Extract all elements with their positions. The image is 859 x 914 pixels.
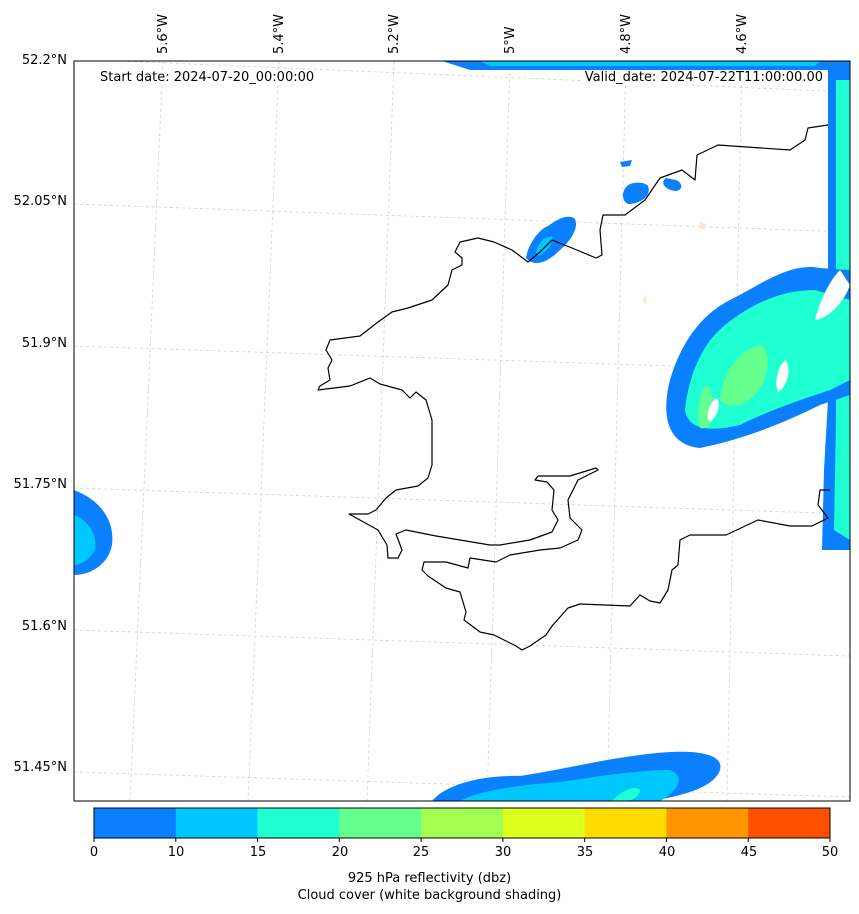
lon-label-5.4: 5.4°W (272, 13, 287, 54)
colorbar-tick: 10 (167, 845, 185, 860)
colorbar-segment (748, 808, 831, 838)
colorbar-label: 925 hPa reflectivity (dbz) (347, 871, 512, 886)
valid-date-text: Valid_date: 2024-07-22T11:00:00.00 (582, 70, 825, 85)
coastline (317, 124, 830, 651)
lat-label-52.2: 52.2°N (21, 53, 67, 68)
colorbar-segment (175, 808, 259, 838)
colorbar-segment (584, 808, 667, 838)
colorbar-tick: 15 (249, 845, 267, 860)
lat-label-51.6: 51.6°N (21, 619, 67, 634)
lon-label-5: 5°W (503, 26, 518, 54)
colorbar-segment (339, 808, 422, 838)
colorbar-sublabel: Cloud cover (white background shading) (297, 888, 562, 903)
lat-label-51.45: 51.45°N (13, 760, 67, 775)
lon-label-5.2: 5.2°W (387, 13, 402, 54)
lat-label-51.9: 51.9°N (21, 336, 67, 351)
lat-label-51.75: 51.75°N (13, 477, 67, 492)
colorbar-tick: 30 (494, 845, 512, 860)
colorbar-segment (666, 808, 749, 838)
start-date-text: Start date: 2024-07-20_00:00:00 (98, 70, 317, 85)
colorbar-tick: 0 (89, 845, 99, 860)
colorbar-tick: 25 (412, 845, 430, 860)
lon-label-5.6: 5.6°W (156, 13, 171, 54)
map-frame (73, 60, 851, 802)
colorbar-segment (257, 808, 340, 838)
lon-label-4.8: 4.8°W (619, 13, 634, 54)
colorbar-tick: 45 (740, 845, 758, 860)
lat-label-52.05: 52.05°N (13, 194, 67, 209)
colorbar-tick: 20 (331, 845, 349, 860)
colorbar-tick: 50 (821, 845, 839, 860)
colorbar-tick: 40 (658, 845, 676, 860)
colorbar-segment (421, 808, 504, 838)
colorbar-frame (93, 807, 831, 839)
colorbar-tick: 35 (576, 845, 594, 860)
colorbar-segment (502, 808, 586, 838)
reflectivity-field (74, 61, 850, 801)
lon-label-4.6: 4.6°W (735, 13, 750, 54)
colorbar-segment (94, 808, 177, 838)
colorbar (93, 807, 831, 842)
